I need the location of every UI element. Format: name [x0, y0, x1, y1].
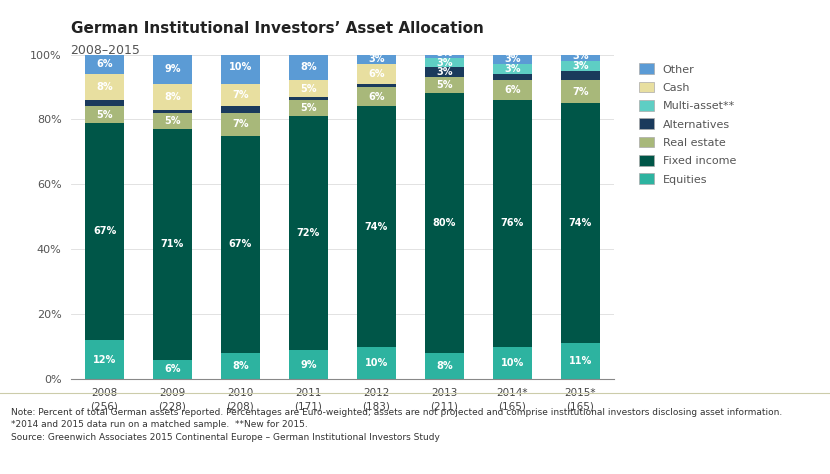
Bar — [492, 100, 532, 347]
Bar — [221, 51, 260, 84]
Bar — [357, 87, 396, 107]
Bar — [357, 347, 396, 379]
Bar — [425, 58, 464, 67]
Text: 10%: 10% — [500, 358, 524, 368]
Text: Note: Percent of total German assets reported. Percentages are Euro-weighted; as: Note: Percent of total German assets rep… — [11, 408, 782, 442]
Text: 67%: 67% — [93, 227, 116, 237]
Text: 6%: 6% — [368, 92, 384, 102]
Bar — [85, 100, 124, 107]
Bar — [492, 81, 532, 100]
Bar — [357, 55, 396, 64]
Text: 72%: 72% — [297, 228, 320, 238]
Text: 3%: 3% — [572, 51, 588, 61]
Bar — [85, 55, 124, 74]
Text: 8%: 8% — [300, 63, 317, 73]
Text: 3%: 3% — [436, 48, 452, 58]
Text: 80%: 80% — [432, 219, 456, 228]
Text: 6%: 6% — [164, 365, 181, 374]
Bar — [560, 81, 600, 103]
Bar — [560, 344, 600, 379]
Bar — [153, 129, 193, 360]
Bar — [425, 353, 464, 379]
Text: 8%: 8% — [164, 92, 181, 102]
Bar — [221, 84, 260, 107]
Text: 3%: 3% — [504, 55, 520, 64]
Text: 5%: 5% — [436, 81, 452, 91]
Text: 74%: 74% — [364, 222, 388, 232]
Bar — [560, 103, 600, 344]
Bar — [425, 48, 464, 58]
Bar — [85, 340, 124, 379]
Text: 6%: 6% — [504, 85, 520, 95]
Bar — [357, 64, 396, 84]
Text: 7%: 7% — [232, 90, 249, 100]
Text: 5%: 5% — [300, 83, 317, 93]
Bar — [560, 71, 600, 81]
Text: 10%: 10% — [229, 63, 252, 73]
Bar — [289, 81, 328, 97]
Text: 3%: 3% — [504, 64, 520, 74]
Text: 6%: 6% — [368, 69, 384, 79]
Text: 9%: 9% — [164, 64, 181, 74]
Bar — [289, 116, 328, 350]
Text: 3%: 3% — [436, 58, 452, 68]
Bar — [492, 64, 532, 74]
Bar — [289, 100, 328, 116]
Legend: Other, Cash, Multi-asset**, Alternatives, Real estate, Fixed income, Equities: Other, Cash, Multi-asset**, Alternatives… — [636, 60, 740, 188]
Text: 3%: 3% — [572, 61, 588, 71]
Bar — [221, 107, 260, 113]
Text: 5%: 5% — [300, 103, 317, 113]
Text: 67%: 67% — [229, 239, 252, 249]
Bar — [289, 350, 328, 379]
Bar — [221, 113, 260, 136]
Text: 2008–2015: 2008–2015 — [71, 44, 140, 56]
Bar — [85, 107, 124, 123]
Text: 10%: 10% — [364, 358, 388, 368]
Text: German Institutional Investors’ Asset Allocation: German Institutional Investors’ Asset Al… — [71, 21, 483, 36]
Bar — [221, 136, 260, 353]
Bar — [425, 93, 464, 353]
Bar — [153, 360, 193, 379]
Bar — [153, 84, 193, 109]
Text: 8%: 8% — [96, 82, 113, 92]
Text: 6%: 6% — [96, 59, 113, 69]
Text: 7%: 7% — [232, 119, 249, 129]
Text: 8%: 8% — [232, 361, 249, 371]
Text: 7%: 7% — [572, 87, 588, 97]
Bar — [560, 61, 600, 71]
Bar — [289, 97, 328, 100]
Text: 11%: 11% — [569, 356, 592, 366]
Bar — [153, 55, 193, 84]
Text: 8%: 8% — [436, 361, 452, 371]
Text: 3%: 3% — [368, 55, 384, 64]
Bar — [357, 107, 396, 347]
Text: 3%: 3% — [436, 67, 452, 77]
Bar — [221, 353, 260, 379]
Bar — [153, 113, 193, 129]
Text: 5%: 5% — [164, 116, 181, 126]
Bar — [560, 51, 600, 61]
Bar — [289, 55, 328, 81]
Text: 76%: 76% — [500, 219, 524, 228]
Text: 12%: 12% — [93, 355, 116, 365]
Bar — [357, 84, 396, 87]
Bar — [492, 347, 532, 379]
Bar — [492, 55, 532, 64]
Bar — [85, 123, 124, 340]
Text: 71%: 71% — [161, 239, 184, 249]
Text: 5%: 5% — [96, 109, 113, 119]
Text: 74%: 74% — [569, 219, 592, 228]
Bar — [425, 67, 464, 77]
Bar — [492, 74, 532, 81]
Bar — [153, 109, 193, 113]
Bar — [85, 74, 124, 100]
Bar — [425, 77, 464, 93]
Text: 9%: 9% — [300, 360, 317, 370]
